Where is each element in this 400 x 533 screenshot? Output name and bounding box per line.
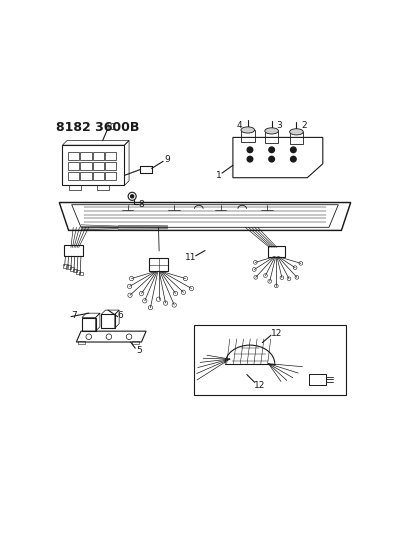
Bar <box>93 162 104 170</box>
Bar <box>132 341 139 344</box>
Bar <box>105 172 116 180</box>
Bar <box>78 341 85 344</box>
Bar <box>268 246 285 257</box>
Circle shape <box>130 195 134 198</box>
Text: 1: 1 <box>216 171 221 180</box>
Bar <box>194 325 346 395</box>
Text: 12: 12 <box>271 329 282 338</box>
Text: 3: 3 <box>276 122 282 131</box>
Bar <box>64 245 82 256</box>
Text: 12: 12 <box>254 381 265 390</box>
Bar <box>80 162 92 170</box>
Circle shape <box>269 156 274 162</box>
Bar <box>69 185 81 190</box>
Bar <box>105 162 116 170</box>
Text: 8: 8 <box>138 200 144 209</box>
Bar <box>76 270 80 274</box>
Bar <box>101 314 115 328</box>
Circle shape <box>247 156 253 162</box>
Text: 5: 5 <box>136 346 142 355</box>
Text: 6: 6 <box>118 311 124 320</box>
Bar <box>63 264 68 268</box>
Text: 8182 3600B: 8182 3600B <box>56 121 140 134</box>
Circle shape <box>290 147 296 152</box>
Circle shape <box>247 147 253 152</box>
Ellipse shape <box>290 129 303 135</box>
Text: 10: 10 <box>105 123 116 132</box>
Ellipse shape <box>241 127 255 133</box>
Bar <box>309 374 326 385</box>
Bar <box>93 152 104 160</box>
Bar <box>70 267 74 271</box>
Bar <box>68 152 79 160</box>
Bar <box>73 269 77 272</box>
Bar <box>148 257 168 271</box>
Bar <box>80 172 92 180</box>
Bar <box>80 152 92 160</box>
Circle shape <box>269 147 274 152</box>
Bar <box>265 131 278 143</box>
Bar <box>96 185 109 190</box>
Text: 4: 4 <box>237 122 242 131</box>
Bar <box>82 318 96 331</box>
Bar <box>79 272 83 276</box>
Bar <box>93 172 104 180</box>
Bar <box>241 130 255 142</box>
Bar <box>290 132 303 143</box>
Bar <box>68 172 79 180</box>
Ellipse shape <box>265 128 278 134</box>
Text: 7: 7 <box>71 311 77 320</box>
Text: 11: 11 <box>185 253 197 262</box>
Bar <box>105 152 116 160</box>
Bar <box>68 162 79 170</box>
Bar <box>62 145 124 185</box>
Text: 2: 2 <box>301 122 307 131</box>
Text: 9: 9 <box>164 155 170 164</box>
Circle shape <box>290 156 296 162</box>
Bar <box>66 265 71 269</box>
